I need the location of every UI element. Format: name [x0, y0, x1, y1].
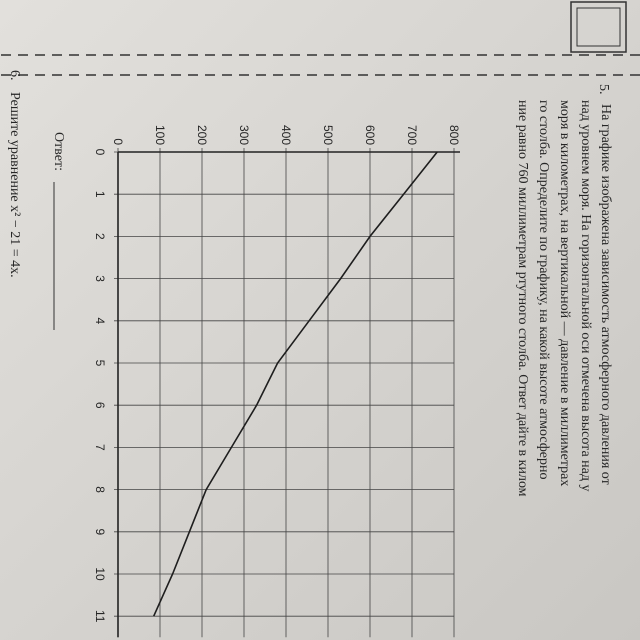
x-tick-label: 6	[93, 402, 107, 409]
y-tick-label: 500	[321, 125, 335, 145]
task-text: го столба. Определите по графику, на как…	[536, 100, 551, 479]
task-text: Решите уравнение x² − 21 = 4x.	[7, 92, 22, 278]
answer-box	[576, 7, 621, 47]
y-tick-label: 300	[237, 125, 251, 145]
data-line	[152, 151, 438, 617]
x-tick-label: 10	[93, 567, 107, 581]
x-tick-label: 1	[93, 191, 107, 198]
x-tick-label: 11	[93, 610, 107, 623]
task-text: На графике изображена зависимость атмосф…	[598, 104, 613, 485]
x-tick-label: 8	[93, 486, 107, 493]
x-tick-label: 0	[93, 149, 107, 156]
answer-box	[570, 1, 627, 53]
y-tick-label: 400	[279, 125, 293, 145]
task-text: над уровнем моря. На горизонтальной оси …	[578, 100, 593, 492]
y-tick-label: 100	[153, 125, 167, 145]
task-text: моря в километрах, на вертикальной — дав…	[557, 100, 572, 486]
x-tick-label: 5	[93, 360, 107, 367]
answer-label: Ответ:	[51, 132, 66, 171]
x-tick-label: 2	[93, 233, 107, 240]
x-tick-label: 3	[93, 275, 107, 282]
x-tick-label: 4	[93, 317, 107, 324]
task-number: 5.	[596, 84, 611, 95]
x-tick-label: 7	[93, 444, 107, 451]
y-tick-label: 0	[111, 138, 125, 145]
task-number: 6.	[7, 70, 22, 81]
task-text: ние равно 760 миллиметрам ртутного столб…	[515, 100, 530, 497]
y-tick-label: 700	[405, 125, 419, 145]
y-tick-label: 600	[363, 125, 377, 145]
y-tick-label: 200	[195, 125, 209, 145]
x-tick-label: 9	[93, 528, 107, 535]
y-tick-label: 800	[447, 125, 461, 145]
